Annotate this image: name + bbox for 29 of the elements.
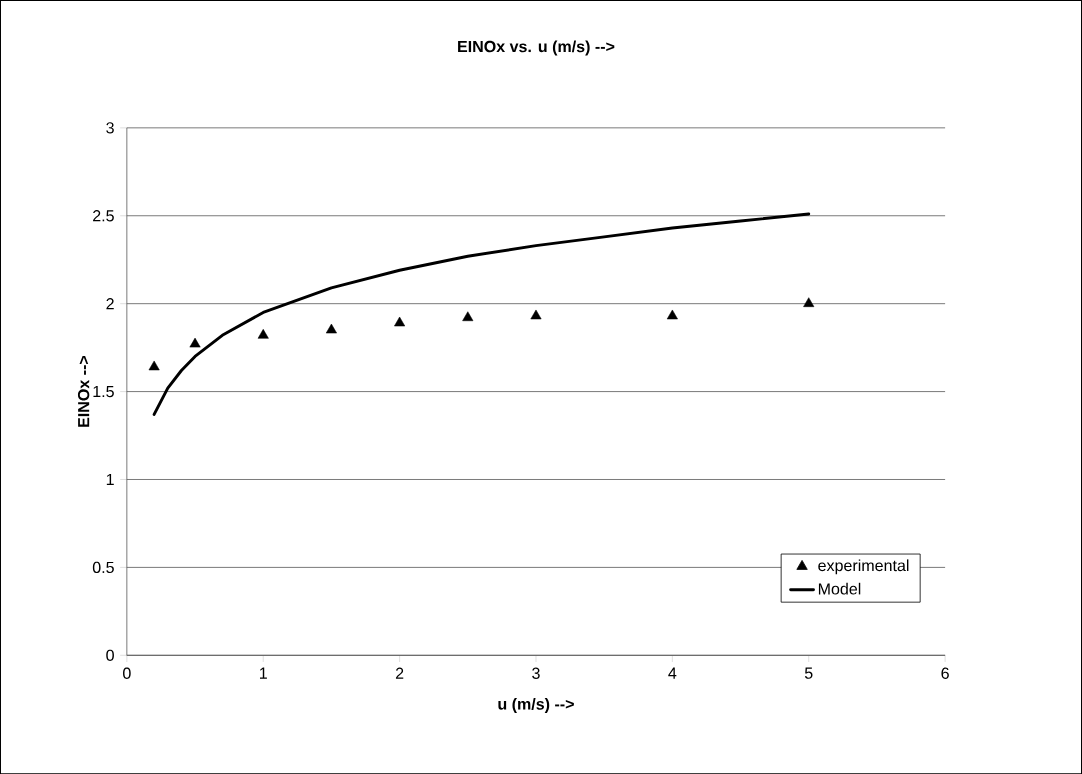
point [462, 311, 474, 321]
x-tick-label: 0 [123, 667, 131, 679]
y-tick-label: 1.5 [93, 385, 114, 398]
x-tick-label: 3 [532, 667, 540, 679]
x-tick-label: 2 [395, 667, 404, 679]
point [530, 309, 542, 320]
point [189, 337, 201, 348]
x-tick-label: 1 [259, 667, 267, 679]
x-tick-label: 5 [804, 667, 813, 679]
point [148, 360, 160, 371]
point [666, 309, 678, 320]
y-tick-label: 0 [106, 649, 114, 661]
y-axis-title: EINOx --> [77, 355, 90, 427]
y-tick-label: 3 [106, 122, 114, 134]
y-tick-label: 2 [106, 298, 114, 310]
x-tick-label: 6 [941, 667, 949, 679]
point [325, 323, 337, 334]
y-tick-label: 0.5 [92, 561, 114, 574]
legend-label: experimental [818, 559, 909, 575]
legend-label: Model [818, 582, 861, 595]
point [803, 297, 815, 307]
y-tick-label: 2.5 [93, 210, 114, 222]
point [257, 328, 269, 339]
chart-title: EINOx vs. u (m/s) --> [458, 40, 615, 56]
point [394, 316, 406, 327]
x-axis-title: u (m/s) --> [498, 697, 574, 713]
y-tick-label: 1 [106, 473, 114, 485]
line-series [152, 212, 811, 416]
x-tick-label: 4 [668, 667, 677, 679]
